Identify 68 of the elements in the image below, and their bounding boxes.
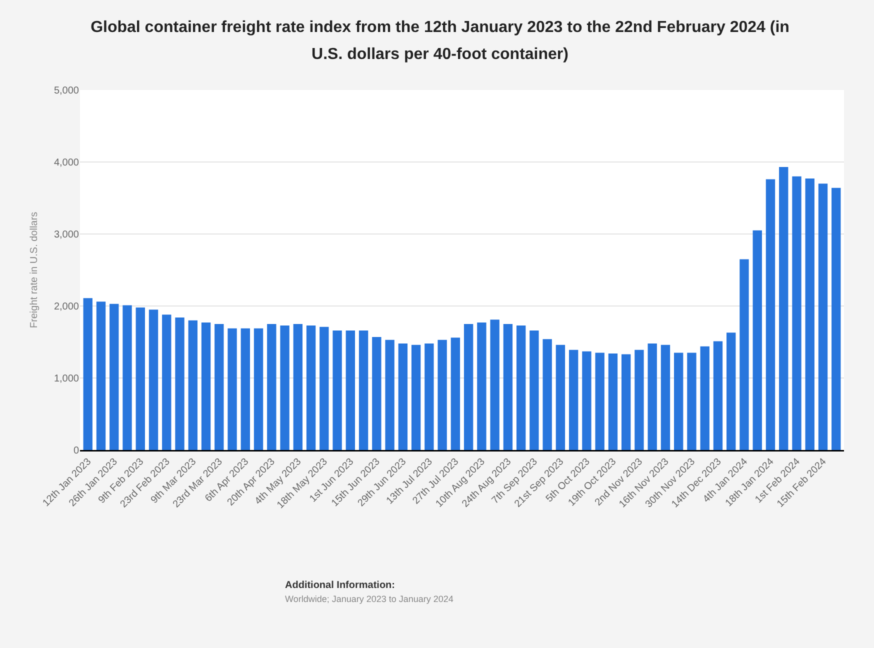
bar <box>188 320 198 450</box>
bar <box>608 354 618 450</box>
bar <box>779 167 788 450</box>
bar <box>385 340 394 450</box>
bar <box>648 343 657 450</box>
bar <box>372 336 382 450</box>
bar <box>766 179 776 450</box>
bar <box>660 344 670 450</box>
bar <box>411 344 421 450</box>
bar <box>568 350 578 450</box>
bar <box>306 325 316 450</box>
bar <box>477 322 486 450</box>
bar <box>280 325 290 450</box>
bar <box>726 332 736 450</box>
bar <box>398 343 408 450</box>
bar <box>503 324 513 450</box>
chart-title: Global container freight rate index from the 12th January 2023 to the 22nd February 2024 (in U.S. dollars per 40-foot container) <box>90 18 790 65</box>
y-axis-title: Freight rate in U.S. dollars <box>28 212 40 328</box>
bar <box>201 322 211 450</box>
bar <box>228 328 237 450</box>
bar <box>674 352 684 450</box>
bar <box>752 230 762 450</box>
bar <box>122 305 132 450</box>
y-tick-label: 0 <box>73 446 80 456</box>
y-tick-label: 4,000 <box>54 158 80 168</box>
bar <box>805 178 814 450</box>
bar <box>530 330 539 450</box>
bar <box>516 325 526 450</box>
text: Additional Information: <box>285 580 396 591</box>
bar <box>358 330 368 450</box>
bar <box>582 351 592 450</box>
bar <box>818 184 828 450</box>
y-tick-label: 2,000 <box>54 302 80 312</box>
text: Worldwide; January 2023 to January 2024 <box>285 594 454 604</box>
bar <box>687 352 696 450</box>
bar <box>700 346 710 450</box>
bar <box>490 320 500 450</box>
bar <box>254 328 264 450</box>
bar <box>83 298 92 450</box>
bar <box>595 352 604 450</box>
bar <box>621 354 631 450</box>
bar <box>332 330 342 450</box>
bar <box>713 341 723 450</box>
bar <box>424 343 434 450</box>
bar <box>556 344 566 450</box>
bar <box>792 176 802 450</box>
bar <box>136 307 145 450</box>
y-tick-label: 1,000 <box>54 374 80 384</box>
bar <box>346 330 356 450</box>
bar <box>267 324 276 450</box>
bar <box>96 302 106 450</box>
bar <box>634 350 644 450</box>
y-tick-label: 3,000 <box>54 230 80 240</box>
bar <box>175 318 184 450</box>
bar <box>832 188 841 450</box>
bar <box>110 304 119 450</box>
bar <box>320 326 329 450</box>
bar <box>214 324 224 450</box>
bar <box>450 338 460 450</box>
bar <box>438 340 447 450</box>
bar <box>464 324 474 450</box>
bar <box>740 259 749 450</box>
bar <box>162 314 172 450</box>
y-tick-label: 5,000 <box>54 86 80 96</box>
bar <box>542 339 552 450</box>
bar <box>148 310 158 450</box>
bar <box>293 324 303 450</box>
bar <box>240 328 250 450</box>
